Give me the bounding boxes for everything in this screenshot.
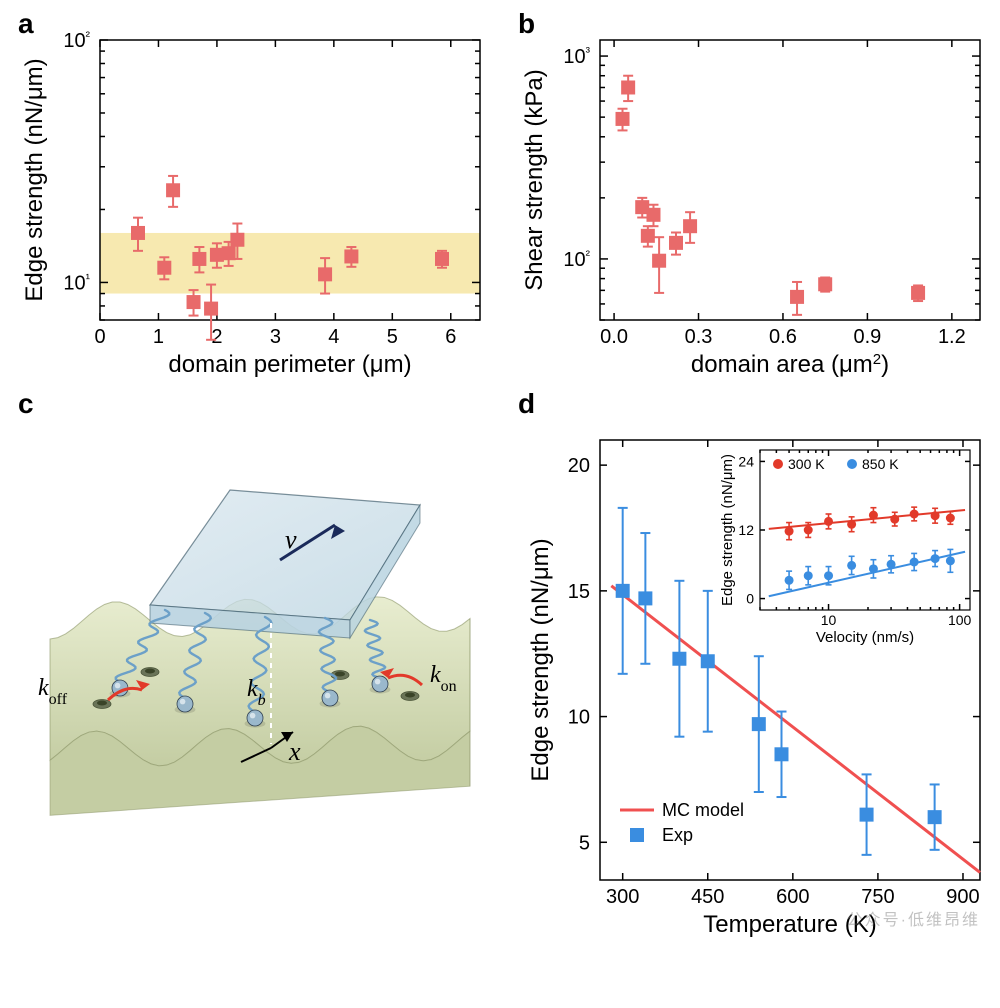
svg-text:Temperature (K): Temperature (K) <box>703 911 876 938</box>
chart-d: 300 450 600 750 900 5 10 15 20 Temperature (K) Edg… <box>500 380 1000 940</box>
svg-text:15: 15 <box>568 581 590 603</box>
svg-text:5: 5 <box>387 326 398 348</box>
chart-a: 0 1 2 3 4 5 6 10¹ 10² domain perimeter (μm) Edge s… <box>0 0 500 380</box>
svg-text:300: 300 <box>606 886 639 908</box>
panel-b: b 0.0 0.3 0.6 0.9 1.2 10² 10³ domain area (μm2)… <box>500 0 1000 380</box>
svg-text:24: 24 <box>738 453 754 469</box>
panel-c: c vxkbkoffkon <box>0 380 500 940</box>
svg-text:12: 12 <box>738 522 754 538</box>
svg-text:10: 10 <box>568 707 590 729</box>
svg-text:850 K: 850 K <box>862 456 899 472</box>
svg-text:0.3: 0.3 <box>685 326 713 348</box>
svg-text:0.0: 0.0 <box>600 326 628 348</box>
svg-text:0.6: 0.6 <box>769 326 797 348</box>
svg-text:10²: 10² <box>63 28 90 53</box>
svg-text:1.2: 1.2 <box>938 326 966 348</box>
svg-text:Shear strength (kPa): Shear strength (kPa) <box>521 69 548 290</box>
svg-text:x: x <box>288 737 301 766</box>
svg-text:Edge strength (nN/μm): Edge strength (nN/μm) <box>21 58 48 301</box>
svg-text:Edge strength (nN/μm): Edge strength (nN/μm) <box>719 454 736 606</box>
svg-text:10³: 10³ <box>563 44 590 69</box>
figure-grid: a 012345610¹10²domain perimeter (μm)Edge… <box>0 0 1000 940</box>
svg-text:6: 6 <box>445 326 456 348</box>
svg-text:0: 0 <box>94 326 105 348</box>
svg-text:domain perimeter (μm): domain perimeter (μm) <box>168 351 411 378</box>
svg-text:0.9: 0.9 <box>854 326 882 348</box>
svg-text:300 K: 300 K <box>788 456 825 472</box>
diagram-c: vxkbkoffkon <box>0 380 500 940</box>
svg-text:v: v <box>285 525 297 554</box>
svg-text:Edge strength (nN/μm): Edge strength (nN/μm) <box>527 538 554 781</box>
svg-text:100: 100 <box>948 612 972 628</box>
svg-text:600: 600 <box>776 886 809 908</box>
panel-a-label: a <box>18 8 34 40</box>
svg-text:4: 4 <box>328 326 339 348</box>
svg-text:20: 20 <box>568 455 590 477</box>
svg-text:900: 900 <box>946 886 979 908</box>
svg-text:450: 450 <box>691 886 724 908</box>
svg-text:3: 3 <box>270 326 281 348</box>
panel-d: d 300 450 600 750 900 5 10 15 20 Temperature (K) E… <box>500 380 1000 940</box>
svg-text:domain area (μm2): domain area (μm2) <box>691 351 889 379</box>
svg-text:10²: 10² <box>563 246 590 271</box>
chart-b: 0.0 0.3 0.6 0.9 1.2 10² 10³ domain area (μm2) Sh… <box>500 0 1000 380</box>
svg-text:5: 5 <box>579 832 590 854</box>
panel-d-label: d <box>518 388 535 420</box>
svg-text:MC model: MC model <box>662 800 744 820</box>
svg-text:1: 1 <box>153 326 164 348</box>
svg-text:10¹: 10¹ <box>63 270 90 295</box>
svg-text:0: 0 <box>746 591 754 607</box>
svg-text:Exp: Exp <box>662 825 693 845</box>
panel-b-label: b <box>518 8 535 40</box>
svg-text:Velocity (nm/s): Velocity (nm/s) <box>816 629 914 646</box>
svg-text:750: 750 <box>861 886 894 908</box>
svg-text:10: 10 <box>821 612 837 628</box>
panel-c-label: c <box>18 388 34 420</box>
svg-text:2: 2 <box>211 326 222 348</box>
panel-a: a 0 1 2 3 4 5 6 10¹ 10² domain perimeter (μm) Edge… <box>0 0 500 380</box>
